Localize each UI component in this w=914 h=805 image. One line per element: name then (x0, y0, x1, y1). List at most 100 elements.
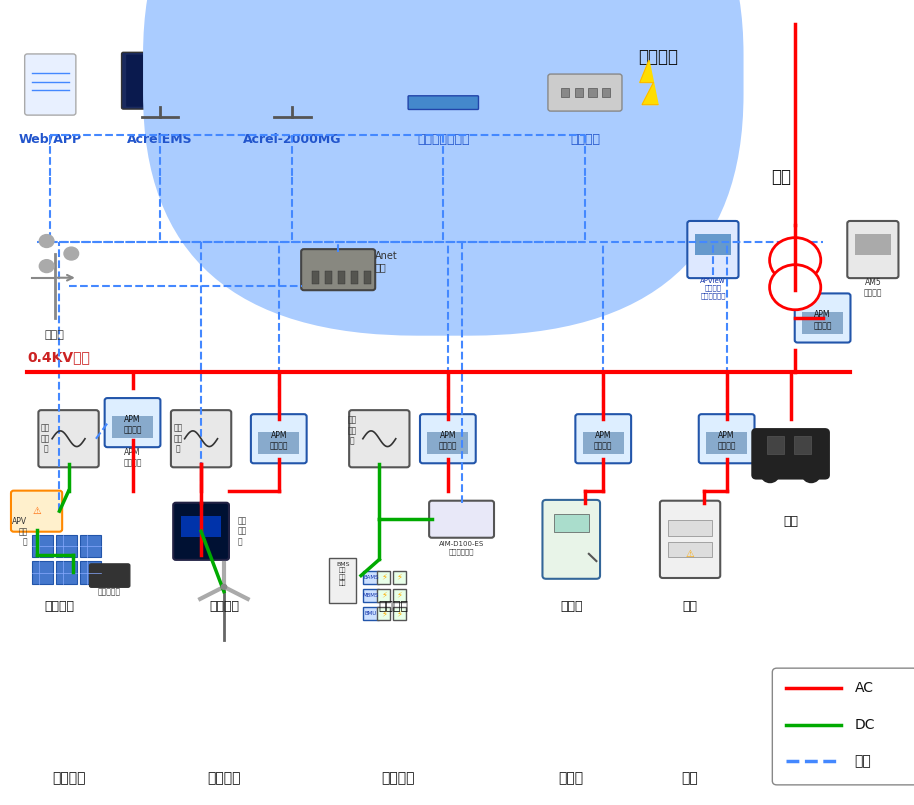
FancyBboxPatch shape (90, 564, 130, 588)
Text: 负载: 负载 (683, 600, 697, 613)
Circle shape (770, 237, 821, 283)
Bar (112, 416, 153, 438)
Text: 储能系统: 储能系统 (381, 771, 414, 785)
FancyBboxPatch shape (543, 500, 600, 579)
Bar (80, 562, 101, 584)
FancyBboxPatch shape (430, 501, 494, 538)
Text: 风电系统: 风电系统 (207, 771, 240, 785)
Bar (377, 607, 390, 620)
Bar (364, 271, 371, 284)
FancyBboxPatch shape (660, 501, 720, 578)
Text: APM
交流计量: APM 交流计量 (594, 431, 612, 451)
FancyBboxPatch shape (254, 52, 331, 109)
Text: ⚡: ⚡ (381, 572, 387, 582)
Text: AC: AC (855, 681, 874, 696)
Text: AIM-D100-ES
直流绝缘监测: AIM-D100-ES 直流绝缘监测 (439, 541, 484, 555)
Circle shape (802, 468, 819, 482)
Text: APM
交流计量: APM 交流计量 (270, 431, 288, 451)
Text: ⚡: ⚡ (397, 572, 402, 582)
Text: APM
交流计量: APM 交流计量 (123, 448, 142, 468)
Text: APM
交流计量: APM 交流计量 (813, 311, 832, 330)
FancyBboxPatch shape (174, 502, 228, 560)
Bar (363, 607, 379, 620)
Text: ⚡: ⚡ (397, 609, 402, 617)
Text: APV
汇流
箱: APV 汇流 箱 (12, 517, 27, 547)
Text: AM5
微机保护: AM5 微机保护 (864, 278, 882, 297)
Text: APView
电能质量
在线监测装置: APView 电能质量 在线监测装置 (700, 278, 726, 299)
FancyBboxPatch shape (143, 0, 744, 336)
Text: 通讯: 通讯 (855, 753, 871, 768)
Text: 储能
变流
器: 储能 变流 器 (347, 415, 356, 446)
Bar (363, 571, 379, 584)
Bar (338, 271, 345, 284)
FancyBboxPatch shape (126, 55, 194, 107)
Bar (32, 562, 52, 584)
FancyBboxPatch shape (11, 491, 62, 532)
FancyBboxPatch shape (302, 249, 375, 290)
Bar (794, 436, 812, 454)
Bar (707, 432, 748, 454)
FancyBboxPatch shape (171, 410, 231, 467)
Text: ⚠: ⚠ (32, 506, 41, 516)
Bar (575, 88, 583, 97)
Text: 光伏系统: 光伏系统 (45, 600, 74, 613)
Text: Anet
网关: Anet 网关 (375, 251, 398, 272)
Text: BMS
电池
管理
系统: BMS 电池 管理 系统 (336, 562, 349, 586)
Circle shape (39, 260, 54, 273)
Text: BAMS: BAMS (364, 575, 378, 580)
FancyBboxPatch shape (122, 52, 198, 109)
Bar (583, 432, 623, 454)
Text: 气象站: 气象站 (45, 330, 65, 340)
Bar (668, 520, 712, 536)
Text: 光伏
逆变
器: 光伏 逆变 器 (41, 423, 50, 454)
FancyBboxPatch shape (104, 398, 160, 448)
Polygon shape (640, 60, 658, 105)
Text: Web/APP: Web/APP (18, 133, 82, 146)
Bar (377, 588, 390, 601)
Text: 光伏系统: 光伏系统 (52, 771, 85, 785)
Text: 风电
控制
器: 风电 控制 器 (238, 516, 247, 547)
Text: 充电桩: 充电桩 (558, 771, 584, 785)
FancyBboxPatch shape (752, 430, 828, 478)
Text: MBMS: MBMS (363, 592, 379, 598)
Text: APM
交流计量: APM 交流计量 (123, 415, 142, 435)
Text: Acrel-2000MG: Acrel-2000MG (243, 133, 342, 146)
FancyBboxPatch shape (349, 410, 409, 467)
Bar (602, 88, 611, 97)
Bar (363, 588, 379, 601)
Text: BMU: BMU (365, 611, 377, 616)
Text: 0.4KV母线: 0.4KV母线 (27, 350, 90, 364)
Bar (32, 535, 52, 557)
Bar (855, 233, 891, 254)
FancyBboxPatch shape (250, 414, 306, 464)
FancyBboxPatch shape (411, 51, 475, 98)
FancyBboxPatch shape (576, 414, 631, 464)
Text: 调度中心: 调度中心 (638, 48, 678, 66)
FancyBboxPatch shape (795, 294, 851, 343)
Text: 电网: 电网 (771, 168, 792, 186)
Text: 风电系统: 风电系统 (209, 600, 239, 613)
Circle shape (761, 468, 779, 482)
Bar (377, 571, 390, 584)
Text: ⚡: ⚡ (381, 609, 387, 617)
FancyBboxPatch shape (420, 414, 475, 464)
FancyBboxPatch shape (25, 54, 76, 115)
Bar (56, 535, 77, 557)
Text: 光伏优化器: 光伏优化器 (98, 588, 122, 597)
Circle shape (39, 234, 54, 247)
Text: APM
交流计量: APM 交流计量 (717, 431, 736, 451)
Bar (181, 516, 221, 537)
Bar (258, 432, 299, 454)
Text: 负载: 负载 (682, 771, 698, 785)
FancyBboxPatch shape (38, 410, 99, 467)
Bar (80, 535, 101, 557)
Text: 柴发: 柴发 (783, 515, 798, 528)
Bar (427, 432, 468, 454)
Text: ⚠: ⚠ (686, 549, 695, 559)
Bar (393, 588, 406, 601)
FancyBboxPatch shape (547, 74, 622, 111)
Bar (802, 312, 844, 333)
FancyBboxPatch shape (699, 414, 755, 464)
Text: 远动设备: 远动设备 (570, 133, 600, 146)
Text: ⚡: ⚡ (397, 591, 402, 600)
